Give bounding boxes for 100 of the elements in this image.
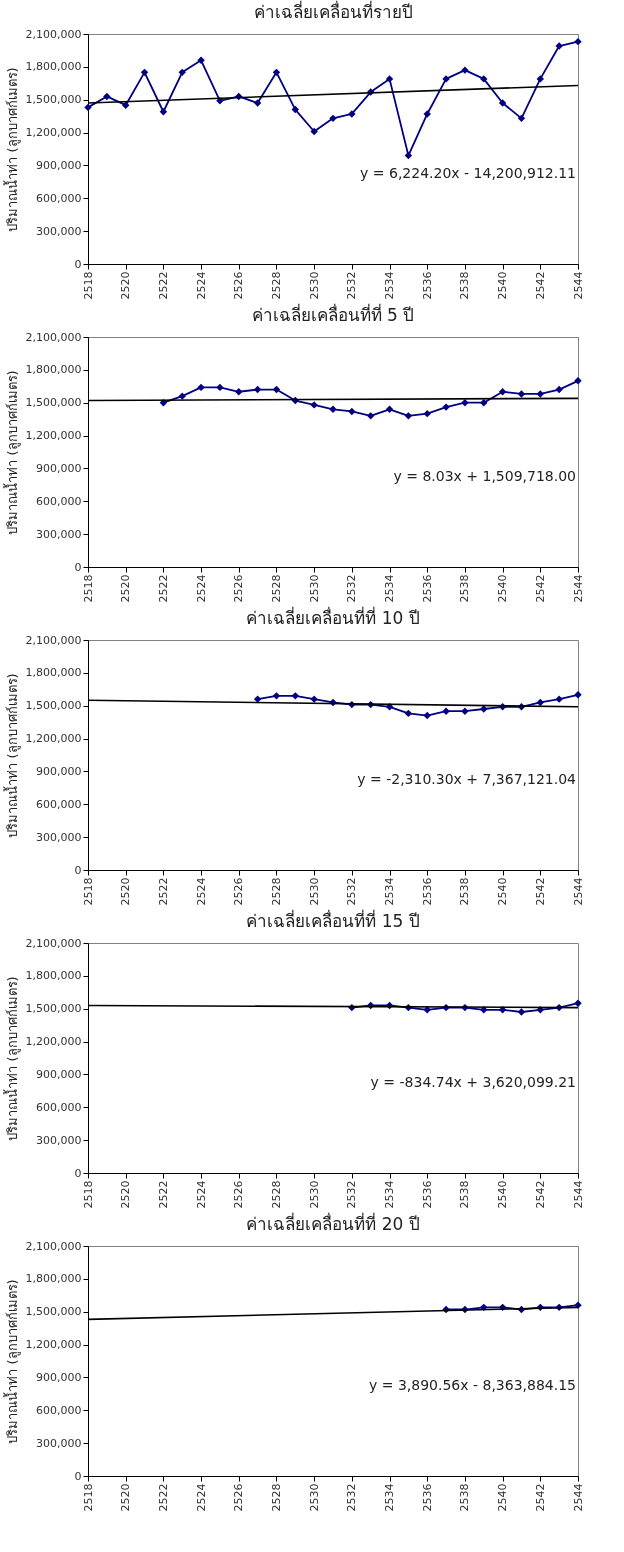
x-tick-label: 2524 <box>194 1483 208 1512</box>
x-tick-label: 2518 <box>81 877 95 906</box>
y-tick-label: 600,000 <box>36 1100 82 1114</box>
x-tick-label: 2522 <box>156 1483 170 1512</box>
y-tick-label: 1,800,000 <box>25 969 82 983</box>
chart-title: ค่าเฉลี่ยเคลื่อนที่ที่ 15 ปี <box>246 909 420 931</box>
x-tick-label: 2536 <box>420 271 434 300</box>
y-tick-label: 2,100,000 <box>25 936 82 950</box>
y-tick-label: 300,000 <box>36 224 82 238</box>
y-tick-label: 2,100,000 <box>25 633 82 647</box>
y-tick-label: 600,000 <box>36 797 82 811</box>
x-tick-label: 2532 <box>345 877 359 906</box>
chart-title: ค่าเฉลี่ยเคลื่อนที่ที่ 20 ปี <box>246 1212 420 1234</box>
x-tick-label: 2532 <box>345 271 359 300</box>
x-tick-label: 2518 <box>81 1180 95 1209</box>
y-tick-label: 300,000 <box>36 527 82 541</box>
x-tick-label: 2532 <box>345 1483 359 1512</box>
x-tick-label: 2528 <box>269 1180 283 1209</box>
y-axis-title: ปริมาณน้ำท่า (ลูกบาศก์เมตร) <box>2 1279 21 1444</box>
y-tick-label: 1,500,000 <box>25 1002 82 1016</box>
y-tick-label: 600,000 <box>36 494 82 508</box>
y-tick-label: 1,800,000 <box>25 1272 82 1286</box>
chart-title: ค่าเฉลี่ยเคลื่อนที่รายปี <box>253 0 413 22</box>
y-tick-label: 600,000 <box>36 1403 82 1417</box>
y-tick-label: 1,500,000 <box>25 699 82 713</box>
y-tick-label: 900,000 <box>36 764 82 778</box>
y-tick-label: 1,500,000 <box>25 93 82 107</box>
x-tick-label: 2540 <box>496 574 510 603</box>
x-tick-label: 2526 <box>232 574 246 603</box>
x-tick-label: 2540 <box>496 271 510 300</box>
x-tick-label: 2526 <box>232 1483 246 1512</box>
annotation: y = 8.03x + 1,509,718.00 <box>393 468 576 484</box>
y-tick-label: 900,000 <box>36 1370 82 1384</box>
x-tick-label: 2536 <box>420 1180 434 1209</box>
y-tick-label: 300,000 <box>36 830 82 844</box>
y-axis-title: ปริมาณน้ำท่า (ลูกบาศก์เมตร) <box>2 67 21 232</box>
y-tick-label: 1,500,000 <box>25 396 82 410</box>
x-tick-label: 2522 <box>156 1180 170 1209</box>
x-tick-label: 2538 <box>458 574 472 603</box>
x-tick-label: 2528 <box>269 1483 283 1512</box>
x-tick-label: 2542 <box>533 271 547 300</box>
x-tick-label: 2530 <box>307 271 321 300</box>
x-tick-label: 2520 <box>119 271 133 300</box>
chart-title: ค่าเฉลี่ยเคลื่อนที่ที่ 5 ปี <box>251 303 415 325</box>
x-tick-label: 2544 <box>571 271 585 300</box>
annotation: y = 3,890.56x - 8,363,884.15 <box>368 1377 576 1393</box>
x-tick-label: 2530 <box>307 1483 321 1512</box>
x-tick-label: 2520 <box>119 1483 133 1512</box>
chart-title: ค่าเฉลี่ยเคลื่อนที่ที่ 10 ปี <box>246 606 420 628</box>
x-tick-label: 2528 <box>269 574 283 603</box>
y-tick-label: 1,200,000 <box>25 732 82 746</box>
x-tick-label: 2518 <box>81 1483 95 1512</box>
y-tick-label: 0 <box>74 863 82 877</box>
x-tick-label: 2530 <box>307 877 321 906</box>
y-tick-label: 0 <box>74 560 82 574</box>
x-tick-label: 2534 <box>383 1180 397 1209</box>
y-tick-label: 2,100,000 <box>25 27 82 41</box>
x-tick-label: 2524 <box>194 1180 208 1209</box>
y-tick-label: 2,100,000 <box>25 1239 82 1253</box>
y-tick-label: 300,000 <box>36 1133 82 1147</box>
x-tick-label: 2536 <box>420 574 434 603</box>
x-tick-label: 2538 <box>458 877 472 906</box>
x-tick-label: 2524 <box>194 877 208 906</box>
x-tick-label: 2518 <box>81 271 95 300</box>
y-tick-label: 1,800,000 <box>25 666 82 680</box>
x-tick-label: 2530 <box>307 1180 321 1209</box>
x-tick-label: 2532 <box>345 574 359 603</box>
x-tick-label: 2538 <box>458 1180 472 1209</box>
y-tick-label: 1,800,000 <box>25 60 82 74</box>
annotation: y = -834.74x + 3,620,099.21 <box>370 1074 576 1090</box>
x-tick-label: 2526 <box>232 1180 246 1209</box>
y-tick-label: 900,000 <box>36 1067 82 1081</box>
y-tick-label: 1,200,000 <box>25 1035 82 1049</box>
x-tick-label: 2536 <box>420 1483 434 1512</box>
x-tick-label: 2544 <box>571 877 585 906</box>
x-tick-label: 2544 <box>571 1483 585 1512</box>
x-tick-label: 2522 <box>156 271 170 300</box>
y-tick-label: 0 <box>74 257 82 271</box>
annotation: y = 6,224.20x - 14,200,912.11 <box>360 165 576 181</box>
x-tick-label: 2534 <box>383 574 397 603</box>
x-tick-label: 2524 <box>194 271 208 300</box>
y-tick-label: 900,000 <box>36 158 82 172</box>
x-tick-label: 2538 <box>458 271 472 300</box>
y-axis-title: ปริมาณน้ำท่า (ลูกบาศก์เมตร) <box>2 976 21 1141</box>
y-tick-label: 300,000 <box>36 1436 82 1450</box>
y-tick-label: 600,000 <box>36 191 82 205</box>
x-tick-label: 2534 <box>383 1483 397 1512</box>
x-tick-label: 2542 <box>533 877 547 906</box>
x-tick-label: 2534 <box>383 271 397 300</box>
x-tick-label: 2528 <box>269 877 283 906</box>
x-tick-label: 2530 <box>307 574 321 603</box>
x-tick-label: 2522 <box>156 574 170 603</box>
x-tick-label: 2520 <box>119 877 133 906</box>
x-tick-label: 2524 <box>194 574 208 603</box>
x-tick-label: 2544 <box>571 1180 585 1209</box>
x-tick-label: 2542 <box>533 574 547 603</box>
y-axis-title: ปริมาณน้ำท่า (ลูกบาศก์เมตร) <box>2 673 21 838</box>
x-tick-label: 2540 <box>496 877 510 906</box>
y-tick-label: 0 <box>74 1166 82 1180</box>
x-tick-label: 2532 <box>345 1180 359 1209</box>
